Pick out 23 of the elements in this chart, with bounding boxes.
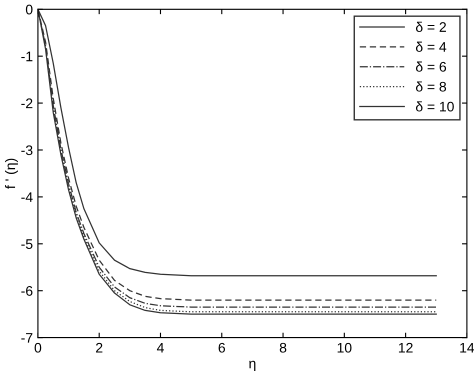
x-tick-label: 4: [156, 342, 164, 353]
x-tick-label: 0: [34, 342, 42, 353]
x-tick-label: 10: [338, 342, 352, 353]
x-tick-label: 12: [398, 342, 413, 353]
legend-label: δ = 8: [416, 81, 446, 92]
legend-label: δ = 10: [416, 101, 454, 112]
y-tick-label: -1: [21, 52, 32, 62]
x-tick-label: 14: [460, 342, 474, 353]
y-tick-label: -4: [21, 192, 33, 202]
x-tick-label: 8: [280, 342, 286, 353]
x-axis-title: η: [249, 360, 256, 371]
y-tick-label: -6: [21, 286, 32, 296]
legend-label: δ = 4: [416, 42, 446, 52]
x-tick-label: 2: [96, 342, 102, 353]
y-tick-label: -7: [21, 333, 32, 343]
y-tick-label: -3: [21, 145, 32, 156]
legend-label: δ = 6: [416, 62, 446, 72]
y-tick-label: -2: [21, 98, 32, 108]
y-axis-title: f ' (η): [4, 158, 18, 189]
x-tick-label: 6: [218, 342, 226, 353]
y-tick-label: -5: [21, 239, 32, 249]
y-tick-label: 0: [26, 4, 33, 14]
legend-label: δ = 2: [416, 22, 446, 32]
